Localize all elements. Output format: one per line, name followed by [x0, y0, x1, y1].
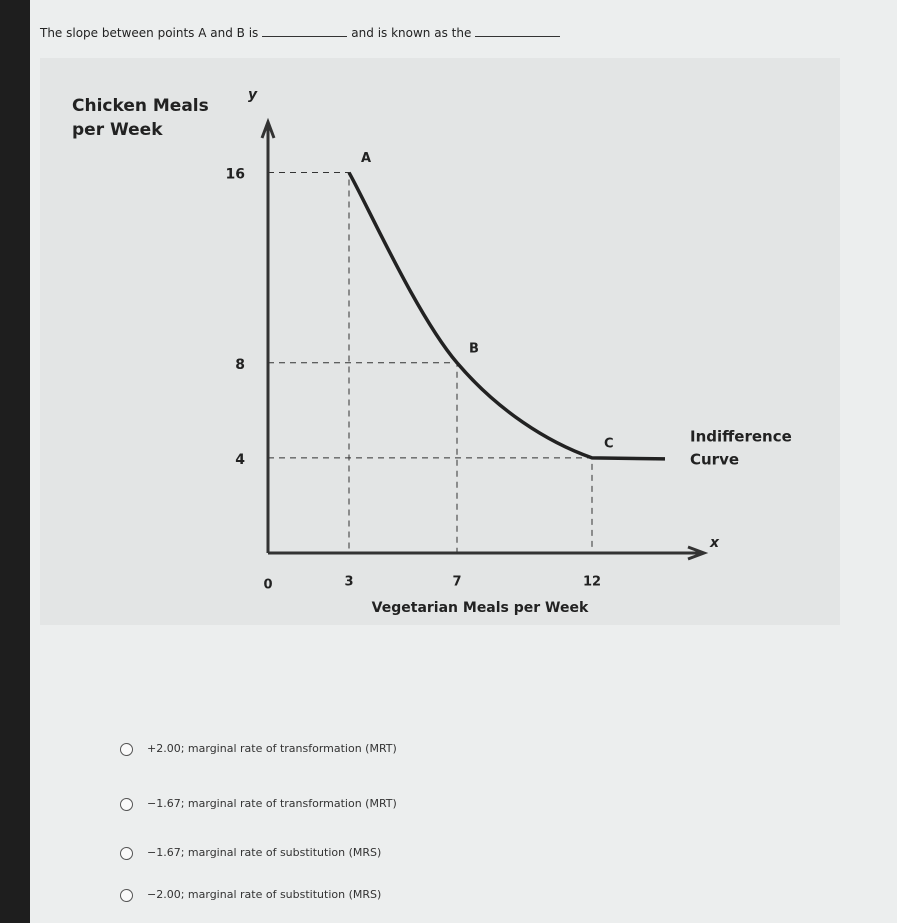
y-symbol: y [248, 87, 258, 103]
option-text: −2.00; marginal rate of substitution (MR… [147, 888, 382, 901]
option[interactable]: −1.67; marginal rate of substitution (MR… [120, 846, 381, 860]
x-tick-label: 7 [452, 575, 461, 590]
option-text: −1.67; marginal rate of substitution (MR… [147, 846, 382, 859]
question: The slope between points A and B is and i… [40, 26, 564, 40]
option[interactable]: −1.67; marginal rate of transformation (… [120, 797, 397, 811]
x-tick-label: 12 [583, 575, 601, 590]
blank [475, 36, 561, 37]
y-label: per Week [72, 120, 163, 140]
question-text: The slope between points A and B is [40, 26, 259, 40]
x-symbol: x [709, 535, 720, 551]
blank [262, 36, 348, 37]
option[interactable]: −2.00; marginal rate of substitution (MR… [120, 888, 381, 902]
option-text: +2.00; marginal rate of transformation (… [147, 742, 397, 755]
point-label: C [604, 436, 614, 451]
x-tick-label: 3 [344, 575, 353, 590]
curve-label: Curve [690, 451, 739, 469]
side-strip [0, 0, 30, 923]
question-text: and is known as the [351, 26, 472, 40]
origin-label: 0 [263, 578, 272, 593]
y-label: Chicken Meals [72, 96, 209, 116]
indifference-curve [347, 171, 666, 461]
option[interactable]: +2.00; marginal rate of transformation (… [120, 742, 397, 756]
y-tick-label: 16 [226, 167, 245, 183]
x-label: Vegetarian Meals per Week [372, 600, 589, 616]
point-label: B [469, 341, 479, 356]
y-axis [260, 117, 276, 553]
option-text: −1.67; marginal rate of transformation (… [147, 797, 397, 810]
x-axis [268, 545, 709, 561]
y-tick-label: 4 [235, 452, 245, 468]
point-label: A [361, 151, 371, 166]
curve-label: Indifference [690, 428, 792, 446]
y-tick-label: 8 [235, 357, 245, 373]
